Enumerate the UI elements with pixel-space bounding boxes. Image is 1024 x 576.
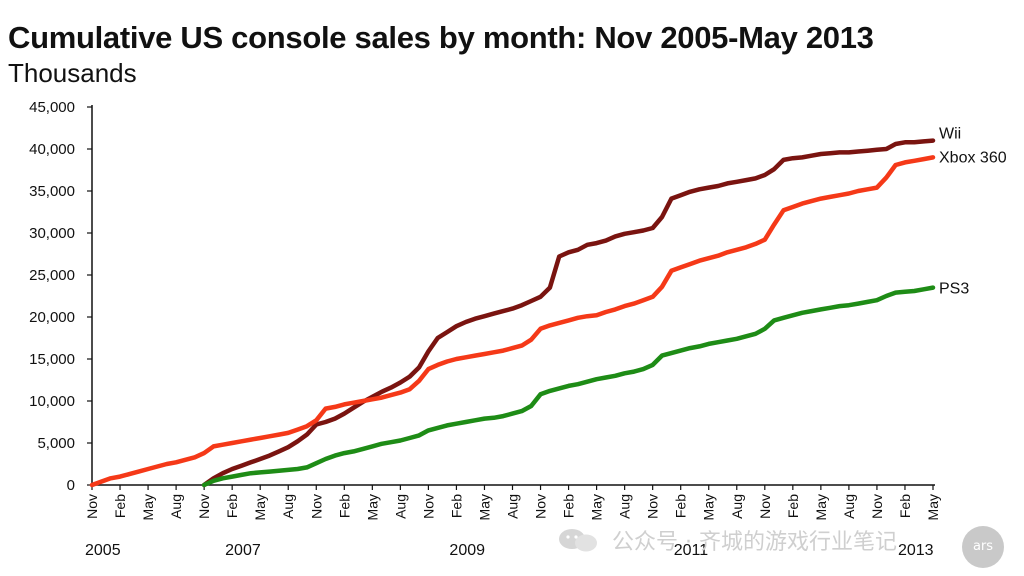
x-tick-label: Feb — [673, 494, 689, 518]
x-tick-label: Nov — [869, 494, 885, 519]
wechat-icon — [559, 529, 597, 552]
x-tick-label: Nov — [757, 494, 773, 519]
x-tick-label: May — [140, 494, 156, 520]
x-tick-label: Feb — [448, 494, 464, 518]
x-tick-label: Nov — [420, 494, 436, 519]
x-tick-label: Feb — [112, 494, 128, 518]
x-tick-label: Feb — [897, 494, 913, 518]
x-tick-label: May — [364, 494, 380, 520]
x-tick-label: Nov — [84, 494, 100, 519]
x-tick-label: Aug — [729, 494, 745, 519]
series-line-ps3 — [201, 285, 936, 488]
x-tick-label: Nov — [533, 494, 549, 519]
x-tick-label: Nov — [308, 494, 324, 519]
x-tick-label: Aug — [280, 494, 296, 519]
x-tick-label: May — [813, 494, 829, 520]
y-tick-label: 40,000 — [29, 141, 75, 158]
x-tick-label: Aug — [168, 494, 184, 519]
y-tick-label: 30,000 — [29, 225, 75, 242]
series-line-xbox-360 — [89, 155, 936, 488]
series-line-wii — [201, 138, 936, 488]
x-tick-label: Feb — [561, 494, 577, 518]
chart-subtitle: Thousands — [8, 58, 137, 88]
x-tick-label: Nov — [196, 494, 212, 519]
y-tick-label: 10,000 — [29, 393, 75, 410]
series-label-wii: Wii — [939, 126, 961, 143]
x-tick-label: Aug — [617, 494, 633, 519]
x-tick-label: May — [701, 494, 717, 520]
x-tick-label: May — [589, 494, 605, 520]
x-tick-label: Feb — [336, 494, 352, 518]
x-tick-label: May — [925, 494, 941, 520]
y-tick-label: 15,000 — [29, 351, 75, 368]
year-label: 2009 — [449, 542, 485, 559]
x-tick-label: Feb — [224, 494, 240, 518]
series-label-ps3: PS3 — [939, 281, 969, 298]
ars-logo-badge: ars — [962, 526, 1004, 568]
y-tick-label: 35,000 — [29, 183, 75, 200]
chart-title: Cumulative US console sales by month: No… — [8, 20, 874, 55]
x-tick-label: Nov — [645, 494, 661, 519]
year-label: 2007 — [225, 542, 261, 559]
x-tick-label: Feb — [785, 494, 801, 518]
x-tick-label: May — [252, 494, 268, 520]
x-tick-label: Aug — [392, 494, 408, 519]
y-tick-label: 20,000 — [29, 309, 75, 326]
year-label: 2013 — [898, 542, 934, 559]
year-label: 2011 — [674, 542, 709, 559]
y-tick-label: 0 — [67, 477, 75, 494]
y-tick-label: 45,000 — [29, 99, 75, 116]
y-tick-label: 25,000 — [29, 267, 75, 284]
year-label: 2005 — [85, 542, 121, 559]
y-tick-label: 5,000 — [37, 435, 75, 452]
watermark-text: 公众号 · 齐城的游戏行业笔记 — [612, 530, 897, 555]
x-tick-label: May — [476, 494, 492, 520]
series-label-xbox-360: Xbox 360 — [939, 149, 1007, 166]
x-tick-label: Aug — [841, 494, 857, 519]
x-tick-label: Aug — [505, 494, 521, 519]
